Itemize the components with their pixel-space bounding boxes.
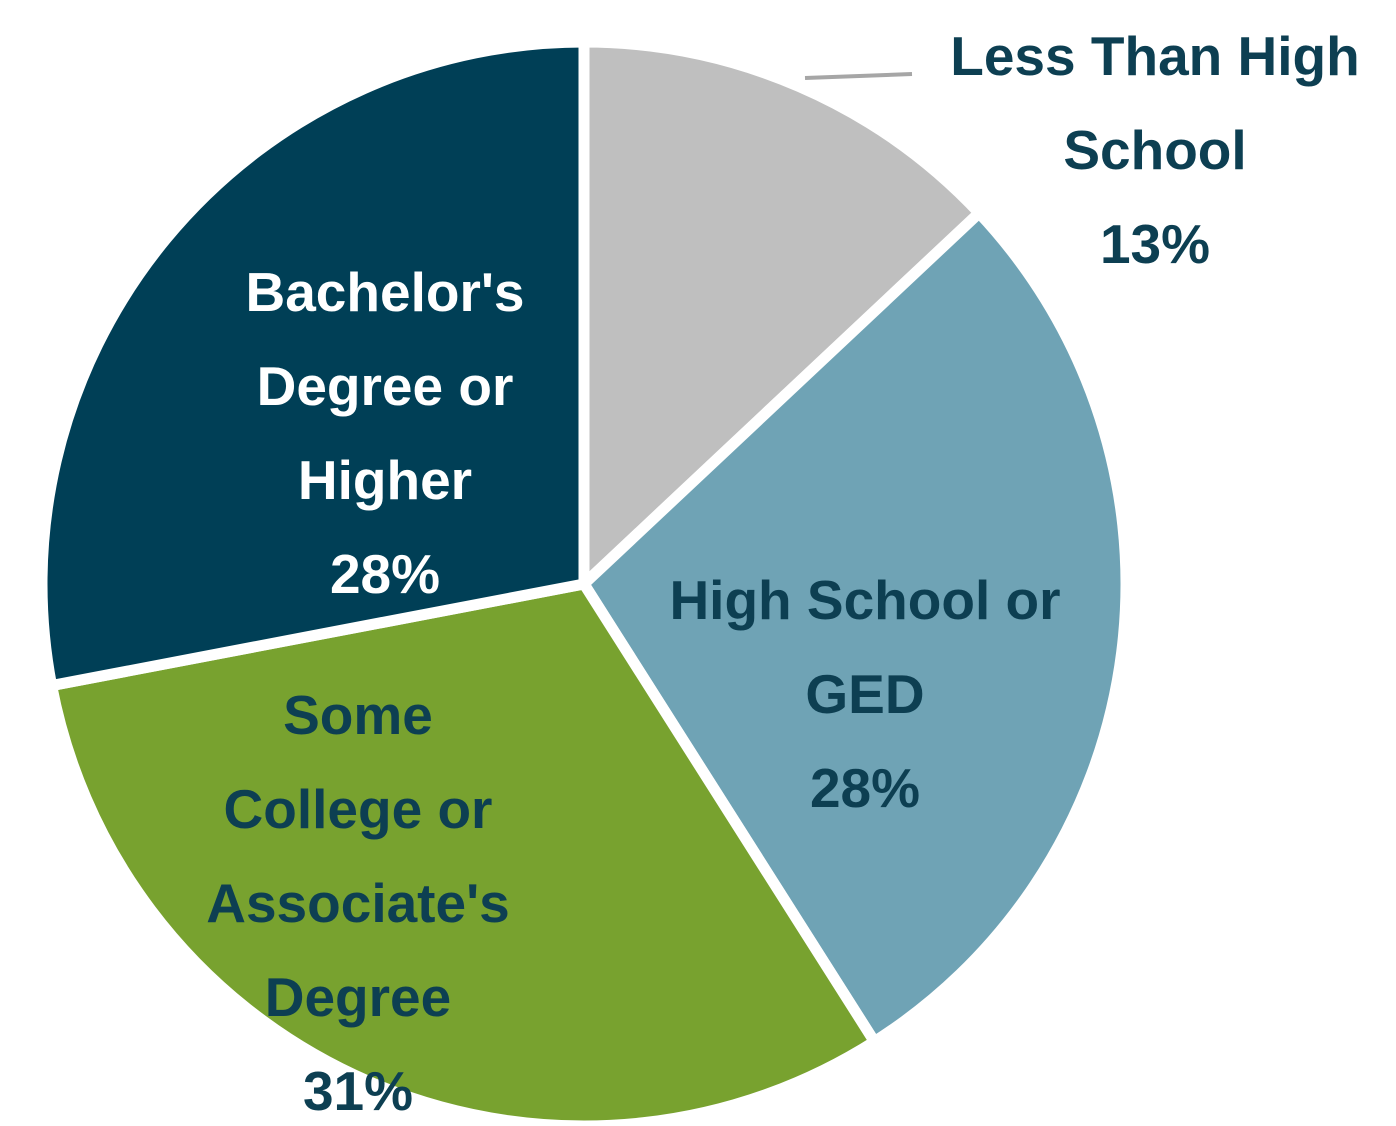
slice-label: Some College or Associate's Degree 31% <box>188 668 528 1126</box>
value-label: 31% <box>302 1060 414 1122</box>
value-label: 13% <box>1099 213 1211 275</box>
category-label: Bachelor's Degree or Higher <box>245 261 525 511</box>
slice-label: Bachelor's Degree or Higher 28% <box>230 245 540 621</box>
category-label: Less Than High School <box>950 25 1360 181</box>
slice-label: Less Than High School 13% <box>920 9 1390 291</box>
pie-slice <box>45 577 883 1126</box>
category-label: Some College or Associate's Degree <box>206 684 510 1028</box>
value-label: 28% <box>329 543 441 605</box>
pie-slice <box>36 36 590 692</box>
pie-slice <box>578 36 987 597</box>
pie-slice <box>576 205 1132 1050</box>
value-label: 28% <box>809 757 921 819</box>
category-label: High School or GED <box>669 569 1061 725</box>
slice-label: High School or GED 28% <box>650 553 1080 835</box>
leader-line <box>804 72 913 80</box>
